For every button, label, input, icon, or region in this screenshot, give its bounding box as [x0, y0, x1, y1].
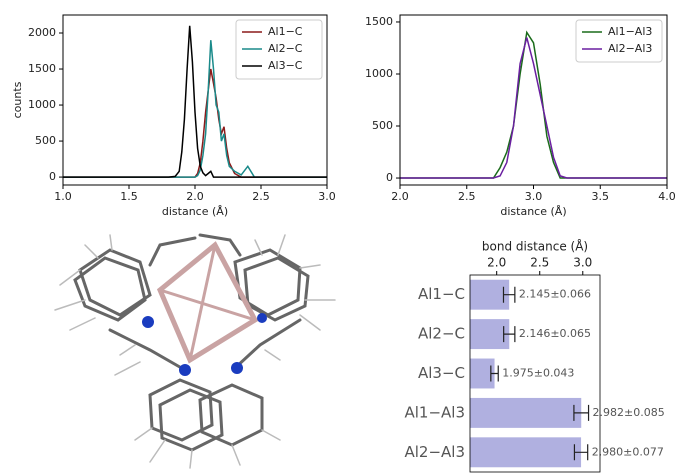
value-label: 2.982±0.085 [593, 406, 665, 419]
category-label: Al2−C [418, 325, 465, 343]
x-tick-label: 3.5 [592, 190, 610, 203]
y-tick-label: 1500 [365, 15, 393, 28]
x-axis-label: distance (Å) [500, 205, 566, 218]
category-label: Al1−Al3 [404, 403, 465, 421]
legend-label: Al2−C [268, 42, 303, 55]
legend-label: Al3−C [268, 59, 303, 72]
x-tick-label: 2.0 [487, 256, 506, 270]
x-tick-label: 3.0 [525, 190, 543, 203]
molecule-image [55, 235, 335, 468]
value-label: 2.145±0.066 [519, 288, 591, 301]
legend-label: Al1−Al3 [608, 25, 652, 38]
x-tick-label: 4.0 [658, 190, 676, 203]
y-tick-label: 1000 [365, 67, 393, 80]
value-label: 1.975±0.043 [502, 367, 574, 380]
y-tick-label: 1000 [28, 98, 56, 111]
y-tick-label: 2000 [28, 26, 56, 39]
x-tick-label: 2.5 [530, 256, 549, 270]
y-tick-label: 500 [372, 119, 393, 132]
x-tick-label: 2.0 [391, 190, 409, 203]
y-tick-label: 1500 [28, 62, 56, 75]
y-axis-label: counts [11, 81, 24, 118]
value-label: 2.980±0.077 [592, 445, 664, 458]
x-tick-label: 2.5 [458, 190, 476, 203]
x-tick-label: 2.5 [252, 190, 270, 203]
x-tick-label: 3.0 [573, 256, 592, 270]
category-label: Al3−C [418, 364, 465, 382]
figure: 1.0 1.5 2.0 2.5 3.0 0 500 1000 1500 2000 distance … [0, 0, 680, 476]
legend-label: Al1−C [268, 25, 303, 38]
x-tick-label: 1.5 [120, 190, 138, 203]
series-line [63, 69, 327, 177]
value-label: 2.146±0.065 [519, 327, 591, 340]
y-tick-label: 0 [49, 170, 56, 183]
x-tick-label: 3.0 [318, 190, 336, 203]
y-tick-label: 0 [386, 171, 393, 184]
category-label: Al1−C [418, 285, 465, 303]
x-tick-label: 1.0 [54, 190, 72, 203]
x-tick-label: 2.0 [186, 190, 204, 203]
bar [470, 437, 581, 467]
legend-label: Al2−Al3 [608, 42, 652, 55]
category-label: Al2−Al3 [404, 443, 465, 461]
y-tick-label: 500 [35, 134, 56, 147]
x-axis-label: distance (Å) [162, 205, 228, 218]
x-axis-label: bond distance (Å) [482, 239, 588, 254]
bar [470, 398, 581, 428]
